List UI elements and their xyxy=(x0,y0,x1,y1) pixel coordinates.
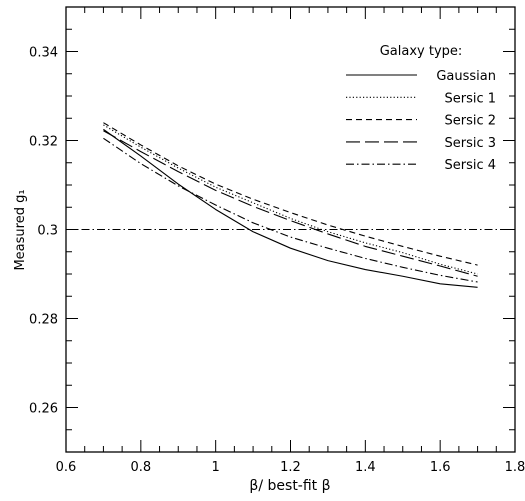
x-tick-label: 0.6 xyxy=(56,460,77,475)
x-axis-label: β/ best-fit β xyxy=(249,478,330,494)
axes: 0.6 0.8 1 1.2 1.4 1.6 1.8 0.26 0.28 0.3 0.32 0.34 xyxy=(29,6,525,475)
legend-title: Galaxy type: xyxy=(380,44,463,59)
legend-label: Sersic 2 xyxy=(444,114,496,129)
y-tick-label: 0.26 xyxy=(29,402,58,417)
series-line-sersic-2 xyxy=(103,122,478,266)
y-tick-label: 0.34 xyxy=(29,46,58,61)
legend: Galaxy type: Gaussian Sersic 1 Sersic 2 Sers… xyxy=(346,44,496,173)
y-axis-label: Measured g₁ xyxy=(13,189,28,270)
y-tick-label: 0.28 xyxy=(29,313,58,328)
plot-area xyxy=(66,122,515,288)
series-line-sersic-1 xyxy=(103,124,478,275)
series-line-gaussian xyxy=(103,128,478,288)
x-tick-label: 1.2 xyxy=(280,460,301,475)
x-tick-label: 1.6 xyxy=(430,460,451,475)
legend-label: Gaussian xyxy=(436,69,496,84)
x-tick-label: 0.8 xyxy=(130,460,151,475)
legend-label: Sersic 3 xyxy=(444,136,496,151)
legend-label: Sersic 4 xyxy=(444,158,496,173)
x-tick-label: 1.8 xyxy=(505,460,525,475)
x-tick-label: 1.4 xyxy=(355,460,376,475)
y-tick-label: 0.3 xyxy=(37,224,58,239)
legend-label: Sersic 1 xyxy=(444,91,496,106)
series-line-sersic-4 xyxy=(103,137,478,283)
x-tick-label: 1 xyxy=(212,460,220,475)
y-tick-label: 0.32 xyxy=(29,135,58,150)
series-line-sersic-3 xyxy=(103,130,478,277)
